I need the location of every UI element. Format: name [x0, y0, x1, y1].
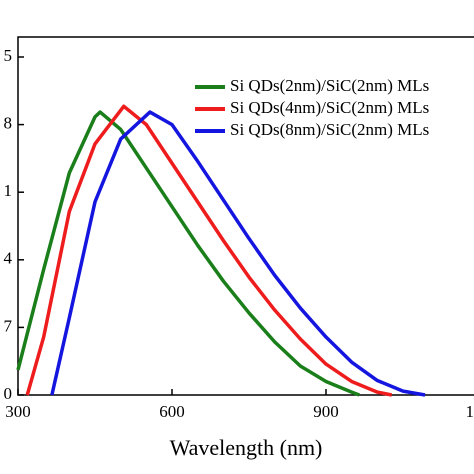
y-tick-label: 0 — [4, 384, 13, 403]
y-tick-label: 4 — [4, 249, 13, 268]
plot-frame — [17, 36, 474, 396]
y-tick-label: 8 — [4, 114, 13, 133]
x-tick-label: 900 — [313, 402, 339, 421]
x-tick-label: 600 — [159, 402, 185, 421]
legend-label: Si QDs(2nm)/SiC(2nm) MLs — [230, 76, 429, 95]
y-tick-label: 7 — [4, 316, 13, 335]
x-tick-label: 1 — [466, 402, 474, 421]
legend-label: Si QDs(4nm)/SiC(2nm) MLs — [230, 98, 429, 117]
x-tick-label: 300 — [5, 402, 31, 421]
series-line — [25, 104, 393, 397]
x-axis-label: Wavelength (nm) — [170, 435, 323, 460]
legend-label: Si QDs(8nm)/SiC(2nm) MLs — [230, 120, 429, 139]
y-tick-label: 5 — [4, 46, 13, 65]
series-line — [50, 110, 426, 397]
series-line — [16, 110, 360, 397]
y-tick-label: 1 — [4, 181, 13, 200]
